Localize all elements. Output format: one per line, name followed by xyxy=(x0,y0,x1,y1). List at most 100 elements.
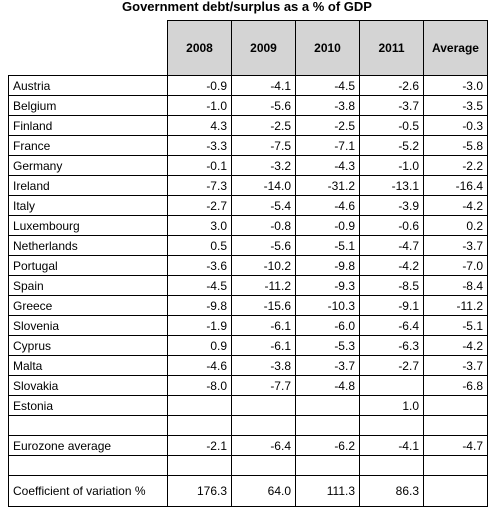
table-cell: -4.8 xyxy=(295,375,360,396)
table-row: Malta -4.6 -3.8 -3.7 -2.7 -3.7 xyxy=(8,355,488,376)
table-row: Italy -2.7 -5.4 -4.6 -3.9 -4.2 xyxy=(8,195,488,216)
table-cell: -0.9 xyxy=(295,215,360,236)
table-cell: -7.1 xyxy=(295,135,360,156)
table-cell xyxy=(359,455,424,476)
row-label: Luxembourg xyxy=(8,215,168,236)
table-row: Germany -0.1 -3.2 -4.3 -1.0 -2.2 xyxy=(8,155,488,176)
row-label: France xyxy=(8,135,168,156)
table-cell: -4.1 xyxy=(231,75,296,96)
table-row xyxy=(8,415,488,436)
table-cell: -7.0 xyxy=(423,255,488,276)
column-header: 2009 xyxy=(231,20,296,76)
table-cell: -3.8 xyxy=(231,355,296,376)
table-cell: -10.3 xyxy=(295,295,360,316)
table-cell: 64.0 xyxy=(231,475,296,507)
row-label xyxy=(8,415,168,436)
table-row: Greece -9.8 -15.6 -10.3 -9.1 -11.2 xyxy=(8,295,488,316)
row-label: Eurozone average xyxy=(8,435,168,456)
header-row: 2008 2009 2010 2011 Average xyxy=(8,20,488,76)
table-row: Portugal -3.6 -10.2 -9.8 -4.2 -7.0 xyxy=(8,255,488,276)
table-cell: -6.1 xyxy=(231,335,296,356)
row-label: Cyprus xyxy=(8,335,168,356)
table-cell: -4.7 xyxy=(359,235,424,256)
table-cell: -2.7 xyxy=(359,355,424,376)
table-cell xyxy=(359,375,424,396)
table-cell: -4.6 xyxy=(295,195,360,216)
table-cell: -4.3 xyxy=(295,155,360,176)
table-row: Luxembourg 3.0 -0.8 -0.9 -0.6 0.2 xyxy=(8,215,488,236)
row-label: Italy xyxy=(8,195,168,216)
table-cell xyxy=(295,455,360,476)
row-label: Greece xyxy=(8,295,168,316)
table-cell: -3.6 xyxy=(167,255,232,276)
row-label: Malta xyxy=(8,355,168,376)
table-cell: -9.8 xyxy=(167,295,232,316)
table-cell: 0.9 xyxy=(167,335,232,356)
table-cell: -5.1 xyxy=(295,235,360,256)
table-cell xyxy=(295,415,360,436)
table-cell: 176.3 xyxy=(167,475,232,507)
table-cell: -11.2 xyxy=(231,275,296,296)
table-cell xyxy=(167,455,232,476)
table-cell: 111.3 xyxy=(295,475,360,507)
table-cell: -14.0 xyxy=(231,175,296,196)
table-cell: -8.0 xyxy=(167,375,232,396)
table-row: Finland 4.3 -2.5 -2.5 -0.5 -0.3 xyxy=(8,115,488,136)
row-label: Finland xyxy=(8,115,168,136)
row-label: Coefficient of variation % xyxy=(8,475,168,507)
table-cell: -5.1 xyxy=(423,315,488,336)
table-row: Austria -0.9 -4.1 -4.5 -2.6 -3.0 xyxy=(8,75,488,96)
table-cell: -7.3 xyxy=(167,175,232,196)
table-cell: -4.2 xyxy=(423,195,488,216)
table-cell: -2.5 xyxy=(231,115,296,136)
table-cell: -1.0 xyxy=(359,155,424,176)
column-header: Average xyxy=(423,20,488,76)
table-cell: 4.3 xyxy=(167,115,232,136)
table-cell: -5.6 xyxy=(231,95,296,116)
table-cell: -2.5 xyxy=(295,115,360,136)
table-cell: -4.7 xyxy=(423,435,488,456)
table-row: Slovakia -8.0 -7.7 -4.8 -6.8 xyxy=(8,375,488,396)
table-cell xyxy=(359,415,424,436)
row-label: Spain xyxy=(8,275,168,296)
table-cell: -9.1 xyxy=(359,295,424,316)
table-cell: -4.6 xyxy=(167,355,232,376)
row-label: Portugal xyxy=(8,255,168,276)
table-cell: -3.8 xyxy=(295,95,360,116)
table-row: Slovenia -1.9 -6.1 -6.0 -6.4 -5.1 xyxy=(8,315,488,336)
table-cell: -13.1 xyxy=(359,175,424,196)
table-cell: -11.2 xyxy=(423,295,488,316)
debt-surplus-table: 2008 2009 2010 2011 Average Austria -0.9-… xyxy=(8,20,488,507)
table-cell: -10.2 xyxy=(231,255,296,276)
table-cell: -5.8 xyxy=(423,135,488,156)
row-label: Germany xyxy=(8,155,168,176)
row-label: Slovenia xyxy=(8,315,168,336)
table-cell: -3.7 xyxy=(295,355,360,376)
table-cell xyxy=(423,415,488,436)
table-cell: -5.4 xyxy=(231,195,296,216)
table-cell: -31.2 xyxy=(295,175,360,196)
table-cell: -6.4 xyxy=(359,315,424,336)
table-cell: -0.9 xyxy=(167,75,232,96)
table-cell: -2.6 xyxy=(359,75,424,96)
table-cell: 1.0 xyxy=(359,395,424,416)
table-cell: 0.2 xyxy=(423,215,488,236)
table-cell: -15.6 xyxy=(231,295,296,316)
table-cell: 3.0 xyxy=(167,215,232,236)
table-cell xyxy=(423,455,488,476)
table-cell xyxy=(423,475,488,507)
table-row: Netherlands 0.5 -5.6 -5.1 -4.7 -3.7 xyxy=(8,235,488,256)
table-cell xyxy=(231,395,296,416)
table-row: Ireland -7.3 -14.0 -31.2 -13.1 -16.4 xyxy=(8,175,488,196)
table-row: Cyprus 0.9 -6.1 -5.3 -6.3 -4.2 xyxy=(8,335,488,356)
row-label: Netherlands xyxy=(8,235,168,256)
table-cell: -4.2 xyxy=(423,335,488,356)
coefficient-of-variation-row: Coefficient of variation % 176.3 64.0 11… xyxy=(8,475,488,507)
table-cell: -3.9 xyxy=(359,195,424,216)
table-cell: -2.7 xyxy=(167,195,232,216)
table-cell: -7.5 xyxy=(231,135,296,156)
table-cell: -3.7 xyxy=(423,355,488,376)
table-cell: -5.3 xyxy=(295,335,360,356)
table-cell: -6.0 xyxy=(295,315,360,336)
table-cell: -7.7 xyxy=(231,375,296,396)
